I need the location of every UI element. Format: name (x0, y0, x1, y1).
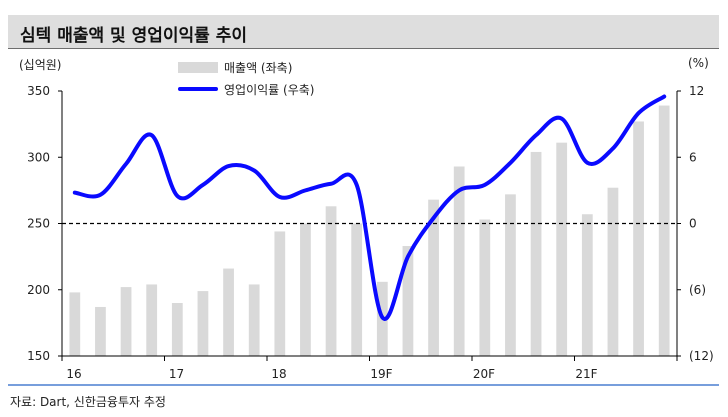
operating-margin-line (72, 94, 667, 322)
legend: 매출액 (좌축) 영업이익률 (우축) (178, 58, 378, 98)
revenue-bar (633, 121, 644, 356)
legend-label-revenue: 매출액 (좌축) (224, 60, 293, 75)
tick-labels: 150 200 250 300 350 (12) (6) 0 6 12 16 17 18 19F 20F 21… (27, 84, 714, 381)
right-tick-label: 12 (689, 84, 704, 98)
revenue-bar (453, 166, 465, 356)
x-tick-label: 17 (169, 367, 184, 381)
legend-item-revenue: 매출액 (좌축) (178, 58, 292, 76)
legend-item-margin: 영업이익률 (우축) (178, 80, 314, 98)
axes (8, 90, 719, 386)
revenue-bar (658, 105, 670, 356)
revenue-bar (69, 292, 81, 356)
revenue-bar (248, 284, 260, 356)
legend-line-swatch (178, 87, 218, 91)
revenue-bar (197, 291, 209, 356)
revenue-bar (581, 214, 593, 356)
left-axis-unit: (십억원) (19, 58, 62, 72)
x-tick-label: 20F (473, 367, 495, 381)
x-tick-label: 21F (575, 367, 597, 381)
right-tick-label: (6) (689, 283, 706, 297)
left-tick-label: 250 (27, 217, 50, 231)
source-note: 자료: Dart, 신한금융투자 추정 (10, 395, 166, 409)
revenue-bar (95, 306, 106, 356)
chart-title: 심텍 매출액 및 영업이익률 추이 (20, 26, 247, 46)
revenue-bar (325, 206, 337, 356)
revenue-bar (402, 246, 414, 356)
revenue-bar (607, 187, 619, 356)
revenue-bar (223, 268, 234, 356)
revenue-bar (120, 287, 132, 356)
revenue-bar (351, 223, 363, 356)
right-tick-label: 6 (689, 150, 697, 164)
revenue-bars (69, 105, 670, 356)
right-tick-label: 0 (689, 217, 697, 231)
legend-bar-swatch (178, 61, 218, 73)
right-tick-label: (12) (689, 349, 714, 363)
left-tick-label: 200 (27, 283, 50, 297)
revenue-bar (428, 199, 439, 356)
left-tick-label: 150 (27, 349, 50, 363)
x-tick-label: 16 (66, 367, 81, 381)
left-tick-label: 350 (27, 84, 50, 98)
revenue-bar (274, 231, 286, 356)
revenue-bar (556, 142, 568, 356)
x-tick-label: 18 (271, 367, 286, 381)
revenue-bar (300, 223, 311, 356)
x-tick-label: 19F (370, 367, 392, 381)
legend-label-margin: 영업이익률 (우축) (224, 82, 315, 97)
revenue-bar (530, 151, 542, 356)
title-bar: 심텍 매출액 및 영업이익률 추이 (8, 15, 719, 49)
revenue-bar (505, 194, 516, 356)
revenue-bar (479, 219, 491, 356)
revenue-bar (171, 303, 183, 356)
revenue-bar (146, 284, 158, 356)
left-tick-label: 300 (27, 150, 50, 164)
right-axis-unit: (%) (688, 56, 709, 70)
